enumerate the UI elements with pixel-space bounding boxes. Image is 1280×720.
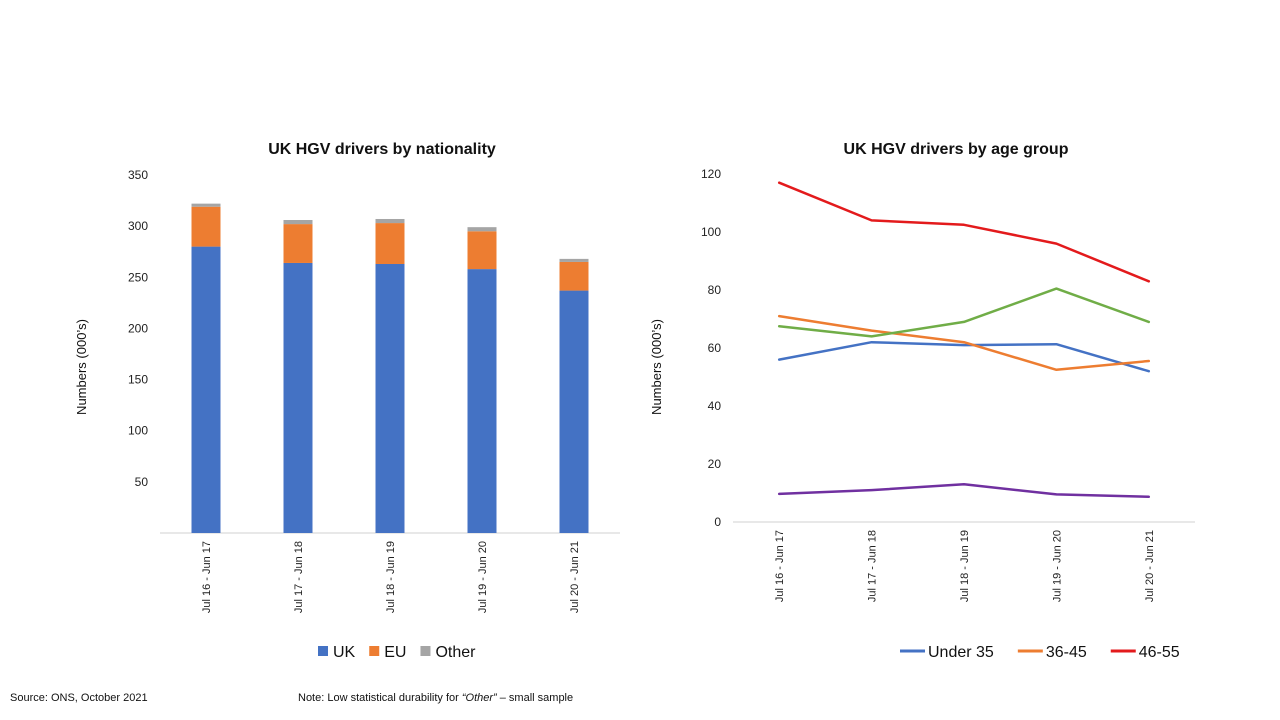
line-series-36-45 (777, 314, 1151, 372)
bar-other-segment (559, 258, 589, 262)
bar-other-segment (191, 203, 221, 207)
legend-46-55-label: 46-55 (1139, 644, 1180, 661)
bar-uk-segment (191, 246, 221, 533)
line-series-unlabeled-4 (777, 483, 1151, 499)
line-chart-y-tick-label: 20 (708, 457, 722, 471)
bar-chart-y-tick-label: 350 (128, 168, 148, 182)
bar-eu-segment (559, 261, 589, 291)
legend-eu-label: EU (384, 644, 406, 661)
legend-under-35-label: Under 35 (928, 644, 994, 661)
durability-note-prefix: Note: Low statistical durability for (298, 692, 462, 704)
line-chart-x-tick-label: Jul 17 - Jun 18 (867, 530, 879, 602)
line-chart-x-tick-label: Jul 16 - Jun 17 (774, 530, 786, 602)
bar-chart-y-axis-label: Numbers (000’s) (74, 319, 89, 415)
bar-chart-y-tick-label: 300 (128, 219, 148, 233)
line-chart-y-tick-label: 80 (708, 283, 722, 297)
bar-uk-segment (283, 262, 313, 533)
legend-other-label: Other (435, 644, 476, 661)
bar-chart-x-tick-label: Jul 16 - Jun 17 (201, 541, 213, 613)
bar-chart-y-tick-label: 100 (128, 424, 148, 438)
bar-chart-y-tick-label: 250 (128, 270, 148, 284)
line-series-46-55 (777, 181, 1151, 283)
line-chart-x-tick-label: Jul 19 - Jun 20 (1051, 530, 1063, 602)
bar-other-segment (375, 218, 405, 224)
bar-chart-x-tick-label: Jul 17 - Jun 18 (293, 541, 305, 613)
bar-eu-segment (375, 223, 405, 264)
line-chart-y-tick-label: 120 (701, 167, 721, 181)
legend-eu-swatch (369, 646, 380, 656)
bar-chart-y-tick-label: 200 (128, 321, 148, 335)
legend-uk-swatch (318, 646, 328, 656)
bar-chart-x-tick-label: Jul 20 - Jun 21 (569, 541, 581, 613)
bar-uk-segment (375, 263, 405, 533)
bar-uk-segment (559, 290, 589, 533)
bar-chart-y-tick-label: 50 (135, 475, 149, 489)
line-chart-y-axis-label: Numbers (000’s) (649, 319, 664, 415)
bar-chart-x-tick-label: Jul 18 - Jun 19 (385, 541, 397, 613)
line-chart-x-tick-label: Jul 18 - Jun 19 (959, 530, 971, 602)
bar-eu-segment (191, 206, 221, 247)
legend-36-45-label: 36-45 (1046, 644, 1087, 661)
line-series-unlabeled-3 (777, 287, 1151, 338)
bar-uk-segment (467, 269, 497, 533)
durability-note-other: “Other” (461, 692, 497, 704)
line-chart-y-tick-label: 60 (708, 341, 722, 355)
bar-chart-y-tick-label: 150 (128, 373, 148, 387)
line-chart-y-tick-label: 40 (708, 399, 722, 413)
legend-other-swatch (420, 646, 431, 656)
bar-eu-segment (283, 224, 313, 263)
line-chart-x-tick-label: Jul 20 - Jun 21 (1144, 530, 1156, 602)
line-chart-title: UK HGV drivers by age group (844, 141, 1069, 158)
line-chart-y-tick-label: 0 (714, 515, 721, 529)
legend-uk-label: UK (333, 644, 356, 661)
source-note: Source: ONS, October 2021 (10, 692, 148, 704)
line-chart-y-tick-label: 100 (701, 225, 721, 239)
line-series-under-35 (777, 340, 1151, 373)
bar-eu-segment (467, 231, 497, 270)
bar-other-segment (283, 220, 313, 225)
durability-note-suffix: – small sample (496, 692, 574, 704)
bar-chart-x-tick-label: Jul 19 - Jun 20 (477, 541, 489, 613)
bar-chart-title: UK HGV drivers by nationality (268, 141, 496, 158)
bar-other-segment (467, 227, 497, 232)
durability-note: Note: Low statistical durability for “Ot… (298, 692, 573, 704)
